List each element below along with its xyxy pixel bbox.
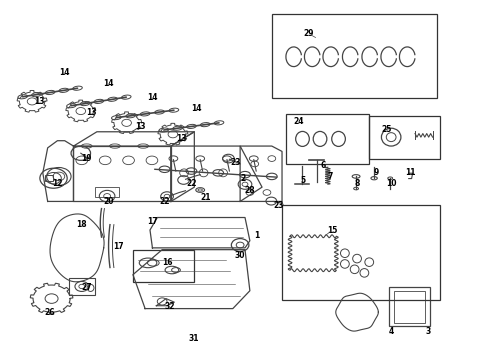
Bar [272, 14, 438, 98]
Text: 1: 1 [255, 231, 260, 240]
Text: 22: 22 [159, 197, 170, 206]
Text: 7: 7 [328, 172, 333, 181]
Text: 9: 9 [374, 168, 379, 177]
Text: 26: 26 [45, 308, 55, 317]
Text: 2: 2 [240, 174, 245, 183]
Text: 17: 17 [147, 217, 158, 226]
Text: 20: 20 [103, 197, 114, 206]
Text: 27: 27 [81, 283, 92, 292]
Text: 14: 14 [59, 68, 70, 77]
Text: 28: 28 [245, 186, 255, 195]
Text: 24: 24 [294, 117, 304, 126]
Text: 17: 17 [113, 242, 123, 251]
Bar [394, 291, 425, 323]
Text: 5: 5 [301, 176, 306, 185]
Bar [74, 146, 171, 202]
Text: 19: 19 [81, 154, 92, 163]
Bar [287, 114, 369, 164]
Text: 15: 15 [327, 225, 338, 234]
Text: 10: 10 [386, 179, 396, 188]
Text: 25: 25 [381, 126, 392, 135]
Text: 13: 13 [135, 122, 146, 131]
Text: 13: 13 [176, 134, 187, 143]
Text: 14: 14 [191, 104, 201, 113]
Text: 22: 22 [186, 179, 196, 188]
Text: 29: 29 [303, 29, 314, 38]
Text: 3: 3 [425, 327, 430, 336]
Text: 23: 23 [274, 201, 284, 210]
Text: 13: 13 [86, 108, 97, 117]
Text: 6: 6 [320, 161, 325, 170]
Text: 30: 30 [235, 251, 245, 260]
Text: 21: 21 [201, 193, 211, 202]
Text: 11: 11 [405, 168, 416, 177]
Bar [69, 278, 96, 295]
Text: 4: 4 [389, 327, 394, 336]
Bar [133, 249, 194, 282]
Text: 12: 12 [52, 179, 63, 188]
Bar [96, 187, 119, 197]
Bar [45, 175, 53, 181]
Text: 23: 23 [230, 158, 241, 167]
Text: 31: 31 [189, 334, 199, 343]
Text: 13: 13 [34, 97, 45, 106]
Bar [389, 287, 430, 327]
Text: 14: 14 [147, 93, 158, 102]
Text: 18: 18 [76, 220, 87, 229]
Bar [369, 116, 440, 158]
Text: 8: 8 [354, 179, 360, 188]
Text: 32: 32 [164, 302, 175, 311]
Text: 16: 16 [162, 258, 172, 267]
Text: 14: 14 [103, 79, 114, 88]
Bar [282, 205, 440, 300]
